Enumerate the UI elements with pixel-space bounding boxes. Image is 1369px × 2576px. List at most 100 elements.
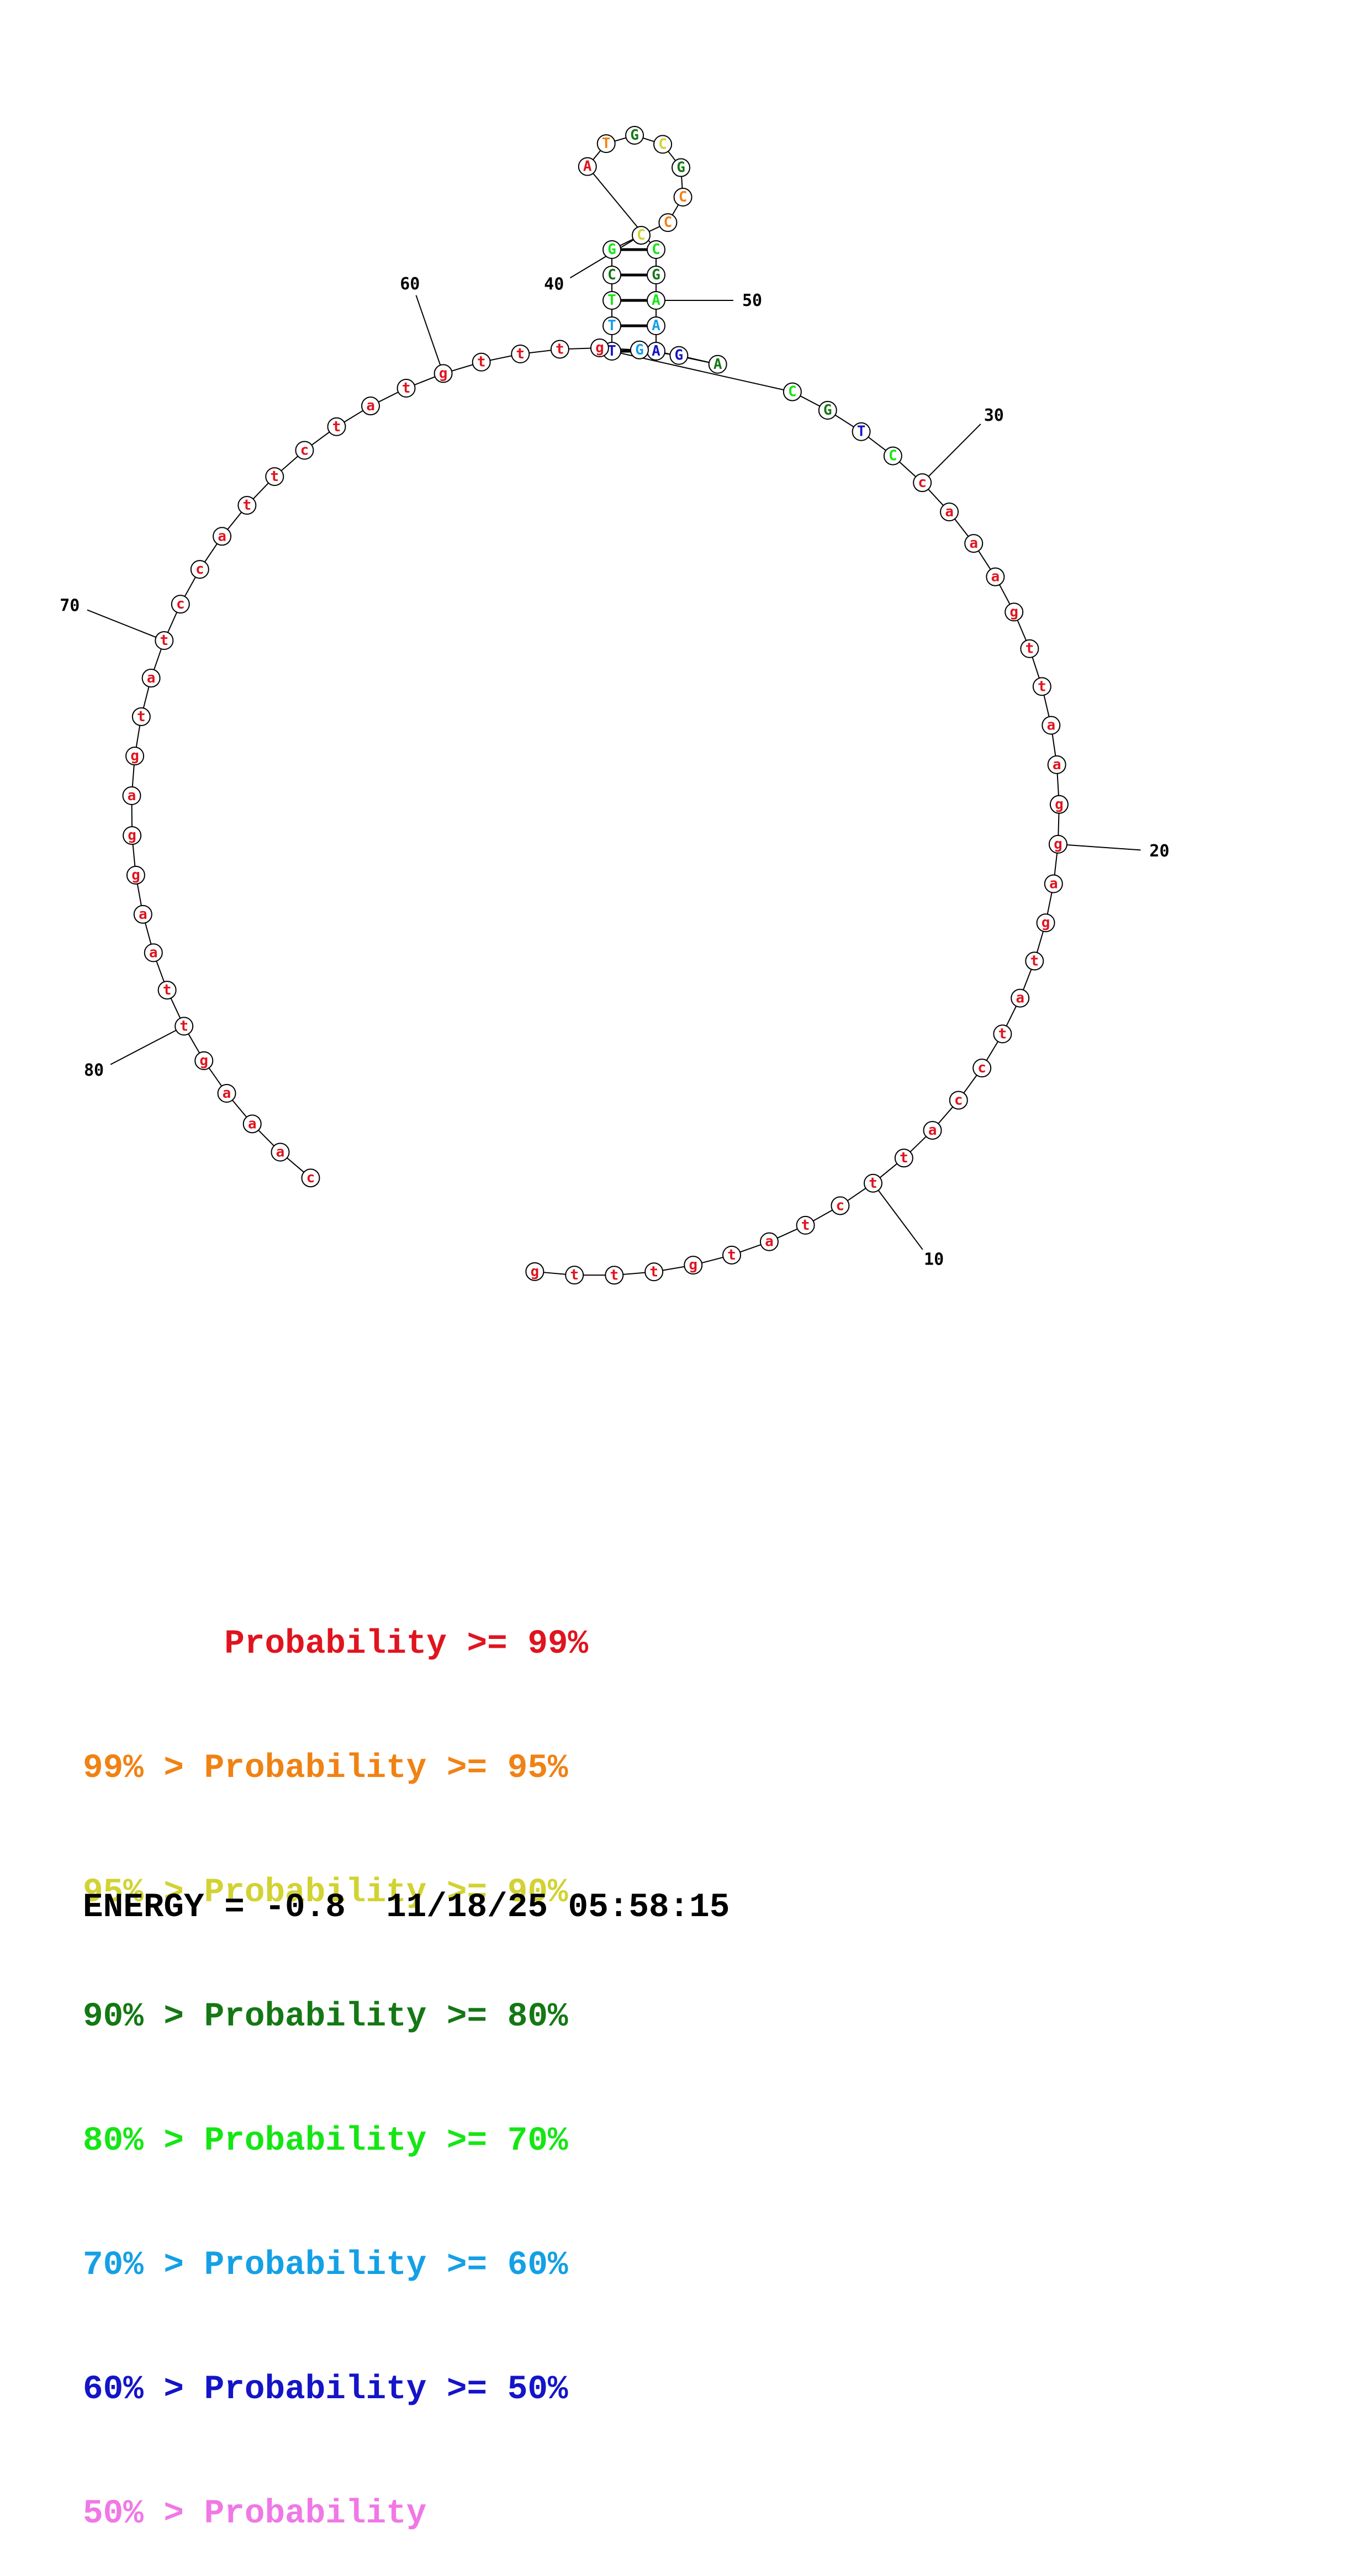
nucleotide-21: g: [1050, 796, 1068, 813]
position-marker-line: [87, 610, 164, 641]
nucleotide-82: a: [218, 1085, 236, 1102]
nucleotide-83: a: [244, 1115, 261, 1133]
position-marker-label: 10: [924, 1250, 944, 1270]
nucleotide-54: G: [670, 347, 688, 364]
nucleotide-base: g: [1054, 836, 1063, 853]
nucleotide-32: T: [853, 423, 870, 441]
nucleotide-base: t: [869, 1175, 878, 1192]
energy-footer: ENERGY = -0.8 11/18/25 05:58:15: [83, 1889, 730, 1927]
nucleotide-base: a: [366, 398, 375, 414]
nucleotide-base: a: [1046, 717, 1055, 733]
nucleotide-23: a: [1042, 716, 1060, 734]
nucleotide-14: c: [973, 1059, 991, 1077]
nucleotide-base: g: [689, 1257, 697, 1273]
nucleotide-64: c: [295, 442, 313, 459]
backbone: [132, 135, 1059, 1275]
nucleotide-60: g: [435, 364, 452, 382]
nucleotide-base: c: [918, 474, 927, 491]
nucleotide-39: G: [603, 241, 621, 258]
nucleotide-base: a: [1053, 757, 1061, 773]
nucleotide-47: A: [579, 158, 596, 176]
nucleotide-base: A: [652, 318, 660, 334]
nucleotide-base: t: [998, 1025, 1007, 1042]
nucleotide-base: C: [679, 189, 688, 205]
nucleotide-base: a: [276, 1144, 285, 1161]
nucleotide-40: C: [632, 226, 650, 244]
position-marker-label: 40: [544, 275, 564, 294]
nucleotide-base: g: [1055, 796, 1064, 813]
nucleotide-base: c: [300, 442, 309, 459]
nucleotide-base: C: [652, 241, 660, 258]
legend-row-80: 90% > Probability >= 80%: [83, 1996, 588, 2038]
nucleotide-base: t: [160, 632, 168, 649]
nucleotide-base: G: [675, 347, 684, 364]
nucleotide-8: t: [797, 1216, 815, 1234]
nucleotide-base: a: [928, 1122, 937, 1139]
nucleotide-base: t: [727, 1247, 736, 1263]
nucleotide-11: t: [895, 1149, 913, 1167]
nucleotide-78: a: [145, 944, 162, 961]
position-marker-line: [873, 1183, 923, 1250]
nucleotide-55: G: [631, 341, 648, 359]
nucleotide-56: g: [591, 339, 609, 357]
nucleotide-62: a: [362, 397, 379, 415]
legend-row-below-50: 50% > Probability: [83, 2493, 588, 2535]
nucleotide-84: a: [271, 1144, 289, 1161]
nucleotide-base: g: [439, 365, 448, 382]
nucleotide-base: G: [635, 342, 644, 358]
nucleotide-31: C: [884, 447, 902, 465]
nucleotide-base: a: [218, 528, 226, 544]
nucleotide-base: C: [607, 267, 616, 283]
nucleotide-1: g: [526, 1263, 543, 1281]
nucleotide-17: t: [1026, 952, 1043, 970]
nucleotide-7: a: [760, 1233, 778, 1251]
position-marker-line: [110, 1026, 184, 1064]
nucleotide-70: t: [155, 632, 173, 649]
nucleotide-10: t: [864, 1175, 882, 1192]
nucleotide-12: a: [924, 1122, 942, 1139]
nucleotide-24: t: [1033, 678, 1051, 695]
probability-legend: Probability >= 99% 99% > Probability >= …: [83, 1541, 588, 2576]
nucleotide-base: C: [664, 214, 673, 231]
nucleotide-base: t: [477, 354, 486, 371]
nucleotide-2: t: [565, 1266, 583, 1284]
nucleotide-base: t: [179, 1018, 188, 1034]
nucleotide-base: t: [163, 982, 172, 998]
nucleotide-base: a: [969, 535, 978, 552]
nucleotide-19: a: [1045, 875, 1063, 893]
nucleotide-43: G: [672, 159, 690, 177]
nucleotide-27: a: [986, 568, 1004, 586]
position-marker-label: 50: [742, 291, 762, 310]
nucleotide-3: t: [605, 1266, 623, 1284]
position-marker-label: 70: [60, 596, 80, 615]
nucleotide-34: C: [784, 383, 801, 401]
nucleotide-base: t: [270, 468, 279, 485]
nucleotide-base: A: [652, 292, 660, 309]
nucleotide-base: a: [991, 569, 1000, 585]
nucleotide-75: g: [123, 827, 141, 844]
nucleotide-base: A: [652, 343, 660, 359]
nucleotide-base: C: [889, 448, 897, 464]
nucleotide-base: g: [131, 867, 140, 884]
nucleotide-49: G: [647, 266, 665, 284]
nucleotide-base: T: [607, 343, 616, 359]
position-marker-label: 30: [984, 406, 1004, 425]
nucleotide-base: t: [570, 1267, 579, 1283]
nucleotide-base: c: [195, 561, 204, 578]
nucleotide-46: T: [598, 135, 615, 152]
nucleotide-base: g: [531, 1263, 540, 1280]
nucleotide-base: t: [556, 341, 564, 357]
nucleotide-22: a: [1048, 756, 1066, 774]
nucleotide-base: g: [1009, 604, 1018, 620]
nucleotide-base: t: [516, 346, 525, 362]
nucleotide-base: a: [1016, 990, 1024, 1007]
nucleotide-base: T: [607, 318, 616, 334]
nucleotide-base: c: [306, 1170, 315, 1186]
nucleotide-base: a: [149, 944, 158, 961]
nucleotide-base: a: [1049, 876, 1058, 892]
nucleotide-26: g: [1005, 603, 1023, 621]
nucleotide-53: A: [709, 356, 727, 373]
nucleotide-61: t: [398, 379, 415, 397]
legend-row-99: Probability >= 99%: [83, 1623, 588, 1665]
nucleotide-base: G: [823, 402, 832, 419]
